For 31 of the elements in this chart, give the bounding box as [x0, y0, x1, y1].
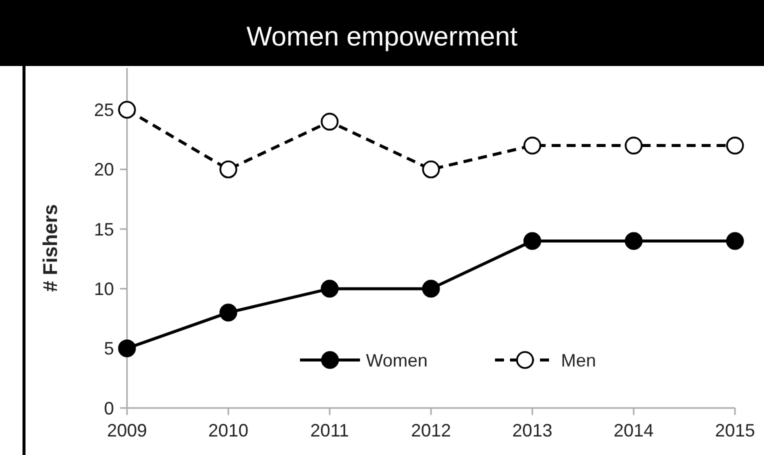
- x-tick-label: 2014: [614, 420, 654, 440]
- y-tick-label: 20: [94, 160, 114, 180]
- point: [523, 136, 542, 154]
- legend-label: Women: [366, 350, 428, 370]
- y-tick-label: 10: [94, 279, 114, 299]
- point: [523, 232, 542, 250]
- point: [624, 232, 643, 250]
- y-tick-label: 0: [104, 398, 114, 418]
- point: [320, 280, 339, 298]
- x-tick-label: 2009: [106, 420, 148, 440]
- point: [726, 136, 744, 154]
- point: [219, 160, 238, 178]
- y-tick-label: 15: [94, 219, 114, 240]
- x-tick-label: 2012: [410, 420, 452, 440]
- y-axis-title: # Fishers: [40, 204, 62, 292]
- x-tick-label: 2015: [714, 420, 756, 440]
- point: [118, 339, 136, 358]
- point: [320, 112, 339, 131]
- x-tick-label: 2013: [512, 420, 552, 440]
- point: [219, 304, 238, 322]
- y-tick-label: 25: [94, 100, 114, 120]
- x-tick-label: 2011: [310, 420, 350, 440]
- point: [422, 160, 440, 178]
- x-tick-label: 2010: [208, 420, 248, 440]
- point: [118, 100, 136, 119]
- point: [422, 280, 440, 298]
- point: [624, 136, 643, 154]
- chart-title: Women empowerment: [246, 21, 518, 52]
- y-tick-label: 5: [104, 338, 114, 359]
- point: [726, 232, 744, 250]
- legend-label: Men: [561, 350, 596, 370]
